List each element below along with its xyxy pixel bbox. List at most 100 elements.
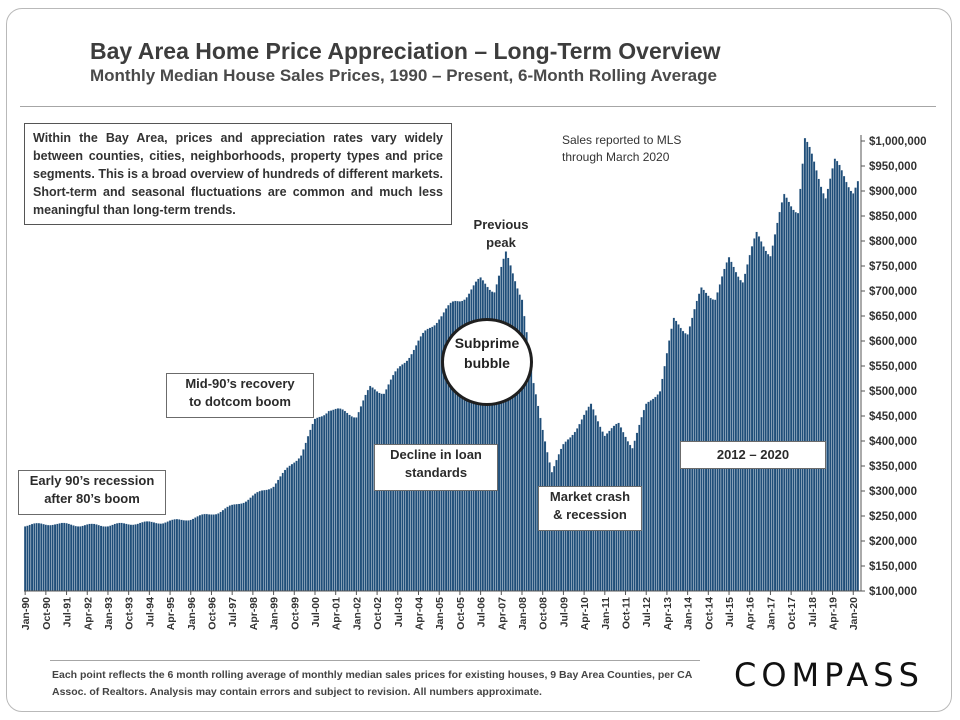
price-bar <box>831 168 834 592</box>
price-bar <box>769 255 772 592</box>
price-bar <box>49 524 52 592</box>
price-bar <box>173 518 176 592</box>
y-tick-label: $200,000 <box>869 536 917 548</box>
price-bar <box>753 238 756 592</box>
compass-logo: COMPASS <box>734 656 924 694</box>
price-bar <box>99 525 103 592</box>
y-tick-label: $500,000 <box>869 386 917 398</box>
price-bar <box>773 233 777 592</box>
price-bar <box>794 211 798 592</box>
x-tick-label: Apr-07 <box>496 597 508 630</box>
price-bar <box>196 515 199 592</box>
price-bar <box>249 497 252 592</box>
price-bar <box>649 399 653 592</box>
price-bar <box>838 164 841 592</box>
price-bar <box>134 524 137 592</box>
price-bar <box>111 524 114 592</box>
price-bar <box>26 525 29 592</box>
price-bar <box>327 410 331 592</box>
x-tick-label: Jul-03 <box>393 597 405 628</box>
price-bar <box>154 522 158 592</box>
y-tick-label: $400,000 <box>869 436 917 448</box>
price-bar <box>654 396 657 592</box>
price-bar <box>228 505 232 592</box>
price-bar <box>127 524 130 592</box>
price-bar <box>120 522 124 592</box>
price-bar <box>182 519 186 592</box>
price-bar <box>849 190 853 592</box>
annotation-early-90s-line-1: Early 90’s recession <box>29 473 155 488</box>
price-bar <box>318 416 321 592</box>
price-bar <box>375 391 379 592</box>
price-bar <box>661 378 664 592</box>
x-tick-label: Jul-18 <box>807 597 819 628</box>
x-tick-label: Apr-95 <box>165 597 177 630</box>
price-bar <box>269 487 273 592</box>
price-bar <box>171 519 174 592</box>
price-bar <box>338 408 342 592</box>
price-bar <box>382 393 386 592</box>
x-tick-label: Oct-99 <box>289 597 301 630</box>
price-bar <box>246 499 250 592</box>
annotation-market-crash-line-2: & recession <box>553 507 627 522</box>
x-tick-label: Apr-10 <box>579 597 591 630</box>
y-tick-label: $100,000 <box>869 586 917 598</box>
x-tick-label: Oct-14 <box>703 597 715 630</box>
price-bar <box>663 365 666 592</box>
price-bar <box>847 186 850 592</box>
price-bar <box>60 522 64 592</box>
y-tick-label: $750,000 <box>869 261 917 273</box>
price-bar <box>223 508 227 592</box>
price-bar <box>95 524 98 592</box>
price-bar <box>200 514 204 592</box>
price-bar <box>256 491 259 592</box>
annotation-subprime-bubble: Subprime bubble <box>441 318 533 406</box>
price-bar <box>65 522 68 592</box>
price-bar <box>789 205 793 592</box>
price-bar <box>113 523 117 592</box>
price-bar <box>642 409 646 592</box>
price-bar <box>309 429 312 592</box>
price-bar <box>759 241 763 592</box>
y-tick-label: $350,000 <box>869 461 917 473</box>
price-bar <box>207 513 211 592</box>
x-tick-label: Oct-93 <box>124 597 136 630</box>
price-bar <box>746 264 749 592</box>
price-bar <box>164 522 167 592</box>
price-bar <box>674 320 678 592</box>
x-tick-label: Apr-01 <box>331 597 343 630</box>
price-bar <box>380 393 384 592</box>
price-bar <box>822 192 825 592</box>
price-bar <box>283 469 287 592</box>
price-bar <box>506 257 510 592</box>
price-bar <box>499 266 503 592</box>
y-tick-label: $1,000,000 <box>869 136 927 148</box>
y-tick-label: $850,000 <box>869 211 917 223</box>
x-tick-label: Apr-98 <box>248 597 260 630</box>
price-bar <box>361 400 365 592</box>
price-bar <box>253 493 257 592</box>
x-tick-label: Jul-06 <box>476 597 488 628</box>
x-tick-label: Oct-90 <box>41 597 53 630</box>
price-bar <box>118 522 121 592</box>
price-bar <box>276 479 280 592</box>
x-tick-label: Oct-08 <box>538 597 550 630</box>
x-tick-label: Jan-17 <box>765 597 777 630</box>
y-tick-label: $450,000 <box>869 411 917 423</box>
annotation-loan-standards: Decline in loan standards <box>374 444 498 491</box>
price-bar <box>203 513 206 592</box>
price-bar <box>260 490 264 592</box>
y-tick-label: $900,000 <box>869 186 917 198</box>
price-bar <box>527 348 531 592</box>
price-bar <box>240 503 243 592</box>
price-bar <box>83 524 87 592</box>
price-bar <box>161 523 165 592</box>
price-bar <box>131 524 135 592</box>
price-bar <box>504 251 508 592</box>
x-tick-label: Jan-05 <box>434 597 446 630</box>
price-bar <box>647 401 650 592</box>
price-bar <box>755 231 758 592</box>
price-bar <box>292 462 296 592</box>
price-bar <box>778 211 781 592</box>
y-tick-label: $800,000 <box>869 236 917 248</box>
